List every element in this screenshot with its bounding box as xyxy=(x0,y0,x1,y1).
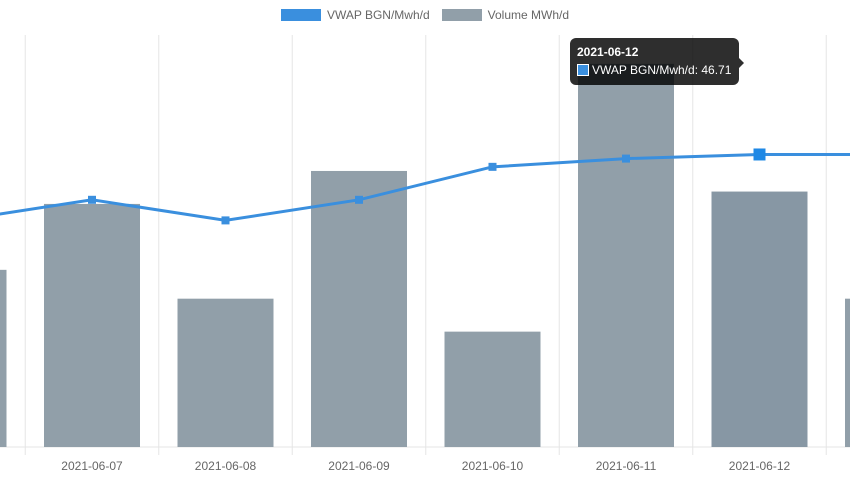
legend-label-vwap: VWAP BGN/Mwh/d xyxy=(326,8,430,22)
vwap-point-2021-06-07[interactable] xyxy=(88,195,96,204)
vwap-line xyxy=(0,152,850,222)
x-tick-label-2021-06-12: 2021-06-12 xyxy=(729,459,791,473)
x-tick-label-2021-06-08: 2021-06-08 xyxy=(195,459,257,473)
legend-item-vwap[interactable]: VWAP BGN/Mwh/d xyxy=(280,8,430,22)
legend-label-volume: Volume MWh/d xyxy=(487,8,570,22)
x-tick-label-2021-06-09: 2021-06-09 xyxy=(328,459,390,473)
bar-2021-06-08[interactable] xyxy=(177,298,274,447)
x-tick-label-2021-06-11: 2021-06-11 xyxy=(596,459,657,473)
legend-swatch-volume xyxy=(441,9,482,21)
legend-swatch-vwap xyxy=(280,9,321,21)
vwap-point-2021-06-10[interactable] xyxy=(488,162,497,171)
bar-2021-06-06[interactable] xyxy=(0,269,7,447)
bar-2021-06-07[interactable] xyxy=(44,203,140,447)
x-tick-label-2021-06-07: 2021-06-07 xyxy=(61,459,123,473)
x-tick-label-2021-06-10: 2021-06-10 xyxy=(462,459,524,473)
bar-2021-06-09[interactable] xyxy=(311,170,407,447)
vwap-point-2021-06-08[interactable] xyxy=(221,216,230,225)
bar-2021-06-12[interactable] xyxy=(711,191,808,447)
vwap-point-2021-06-11[interactable] xyxy=(622,154,630,163)
vwap-point-2021-06-12[interactable] xyxy=(753,148,766,161)
vwap-point-2021-06-09[interactable] xyxy=(355,195,363,204)
legend-item-volume[interactable]: Volume MWh/d xyxy=(441,8,570,22)
bar-2021-06-11[interactable] xyxy=(578,63,674,448)
bar-2021-06-13[interactable] xyxy=(845,298,850,447)
bar-2021-06-10[interactable] xyxy=(444,331,541,447)
chart-legend: VWAP BGN/Mwh/d Volume MWh/d xyxy=(0,8,850,22)
